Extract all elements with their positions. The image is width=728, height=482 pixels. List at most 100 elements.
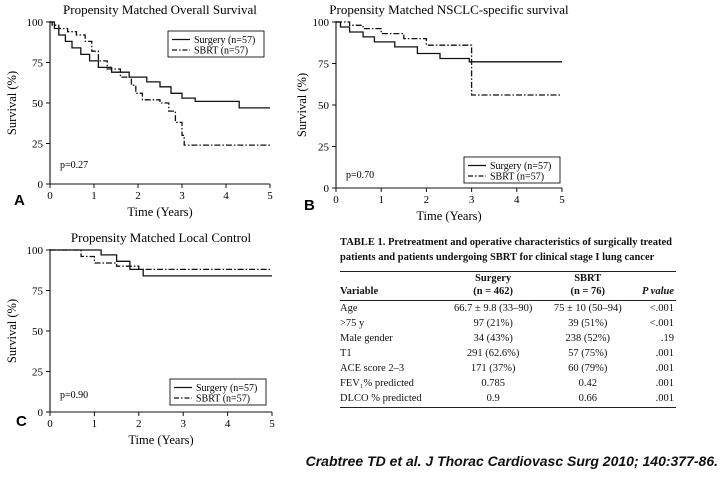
header-surgery: Surgery (n = 462) <box>473 273 514 297</box>
x-axis-label: Time (Years) <box>127 205 192 219</box>
y-tick-label: 100 <box>313 17 330 29</box>
cell-surgery: 291 (62.6%) <box>466 348 520 359</box>
p-value-annotation: p=0.70 <box>346 170 374 181</box>
chart-nsclc-specific-survival: Propensity Matched NSCLC-specific surviv… <box>290 0 580 223</box>
y-tick-label: 100 <box>27 17 44 29</box>
header-pvalue: P value <box>642 286 674 297</box>
characteristics-table: Variable Surgery (n = 462) SBRT (n = 76) P… <box>340 271 676 408</box>
y-tick-label: 25 <box>32 139 44 151</box>
y-tick-label: 100 <box>27 245 44 257</box>
cell-variable: Male gender <box>340 333 393 344</box>
legend-entry: SBRT (n=57) <box>196 394 250 405</box>
x-tick-label: 0 <box>333 194 339 206</box>
legend-entry: SBRT (n=57) <box>490 172 544 183</box>
cell-sbrt: 0.42 <box>578 378 597 389</box>
cell-surgery: 66.7 ± 9.8 (33–90) <box>453 303 533 314</box>
chart-title: Propensity Matched Local Control <box>71 230 252 245</box>
x-tick-label: 2 <box>136 418 142 430</box>
x-axis-label: Time (Years) <box>416 209 481 223</box>
cell-variable: T1 <box>340 348 352 359</box>
x-tick-label: 1 <box>91 190 97 202</box>
x-tick-label: 0 <box>47 190 53 202</box>
x-tick-label: 2 <box>424 194 430 206</box>
chart-title: Propensity Matched NSCLC-specific surviv… <box>329 2 569 17</box>
cell-variable: Age <box>340 303 358 314</box>
y-tick-label: 50 <box>318 100 330 112</box>
x-tick-label: 1 <box>378 194 384 206</box>
x-tick-label: 5 <box>559 194 565 206</box>
series-sbrt-line <box>50 249 272 271</box>
legend-box <box>169 378 267 406</box>
legend-box <box>463 156 561 184</box>
y-tick-label: 0 <box>38 407 44 419</box>
cell-surgery: 171 (37%) <box>470 363 516 374</box>
p-value-annotation: p=0.27 <box>60 160 88 171</box>
table-row: >75 y 97 (21%) 39 (51%) <.001 <box>340 316 676 331</box>
cell-sbrt: 0.66 <box>543 391 632 408</box>
legend-entry: Surgery (n=57) <box>194 35 255 46</box>
chart-svg: Propensity Matched Overall Survival 0 1 2 3 4… <box>5 2 273 219</box>
cell-pvalue: .001 <box>631 391 676 408</box>
panel-letter: B <box>304 197 315 214</box>
table-row: FEV₁% predicted 0.785 0.42 .001 <box>340 376 676 391</box>
x-tick-label: 3 <box>179 190 185 202</box>
chart-local-control: Propensity Matched Local Control 0 1 2 3 4 5 0 2… <box>0 228 290 450</box>
characteristics-table-block: TABLE 1. Pretreatment and operative char… <box>340 236 676 408</box>
y-tick-label: 50 <box>32 98 44 110</box>
header-variable: Variable <box>340 286 379 297</box>
y-axis-label: Survival (%) <box>295 73 309 137</box>
y-axis-label: Survival (%) <box>5 71 19 135</box>
x-tick-label: 4 <box>514 194 520 206</box>
cell-pvalue: .001 <box>655 378 674 389</box>
y-tick-label: 75 <box>32 58 44 70</box>
panel-letter: C <box>16 413 27 430</box>
x-tick-label: 4 <box>223 190 229 202</box>
chart-title: Propensity Matched Overall Survival <box>63 2 257 17</box>
x-tick-label: 5 <box>269 418 275 430</box>
y-tick-label: 25 <box>318 142 330 154</box>
cell-pvalue: <.001 <box>649 318 674 329</box>
x-tick-label: 5 <box>267 190 273 202</box>
table-row: DLCO % predicted 0.9 0.66.001 <box>340 391 676 408</box>
x-tick-label: 2 <box>135 190 141 202</box>
chart-svg: Propensity Matched NSCLC-specific surviv… <box>295 2 569 223</box>
cell-pvalue: <.001 <box>649 303 674 314</box>
series-sbrt-line <box>50 21 270 146</box>
y-axis-label: Survival (%) <box>5 299 19 363</box>
cell-sbrt: 238 (52%) <box>565 333 611 344</box>
header-sbrt: SBRT (n = 76) <box>570 273 606 297</box>
cell-surgery: 97 (21%) <box>473 318 513 329</box>
cell-surgery: 0.785 <box>481 378 505 389</box>
legend-entry: SBRT (n=57) <box>194 46 248 57</box>
legend-entry: Surgery (n=57) <box>490 161 551 172</box>
legend-box <box>167 30 265 58</box>
legend-entry: Surgery (n=57) <box>196 383 257 394</box>
x-tick-label: 0 <box>47 418 53 430</box>
y-tick-label: 25 <box>32 367 44 379</box>
panel-letter: A <box>14 192 25 209</box>
chart-overall-survival: Propensity Matched Overall Survival 0 1 2 3 4… <box>0 0 290 222</box>
cell-variable: DLCO % predicted <box>340 391 443 408</box>
p-value-annotation: p=0.90 <box>60 390 88 401</box>
cell-sbrt: 57 (75%) <box>568 348 608 359</box>
cell-sbrt: 39 (51%) <box>568 318 608 329</box>
cell-surgery: 0.9 <box>442 391 544 408</box>
x-tick-label: 1 <box>92 418 98 430</box>
cell-variable: ACE score 2–3 <box>340 363 405 374</box>
series-surgery-line <box>50 249 272 277</box>
series-surgery-line <box>336 21 562 63</box>
y-tick-label: 50 <box>32 326 44 338</box>
y-tick-label: 75 <box>32 286 44 298</box>
cell-variable: >75 y <box>340 318 365 329</box>
table-header-row: Variable Surgery (n = 462) SBRT (n = 76) P… <box>340 272 676 301</box>
x-axis-label: Time (Years) <box>128 433 193 447</box>
x-tick-label: 3 <box>469 194 475 206</box>
table-row: Male gender 34 (43%) 238 (52%) .19 <box>340 331 676 346</box>
cell-pvalue: .001 <box>655 348 674 359</box>
table-caption: TABLE 1. Pretreatment and operative char… <box>340 237 672 263</box>
citation: Crabtree TD et al. J Thorac Cardiovasc S… <box>305 453 718 469</box>
x-tick-label: 3 <box>180 418 186 430</box>
cell-sbrt: 75 ± 10 (50–94) <box>553 303 622 314</box>
y-tick-label: 75 <box>318 59 330 71</box>
